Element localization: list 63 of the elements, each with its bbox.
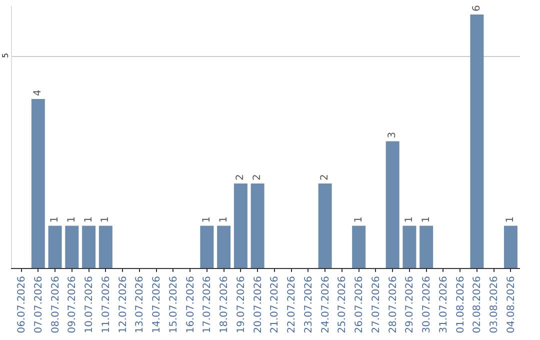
bar <box>217 226 231 268</box>
bar <box>470 14 484 268</box>
x-tick-label: 07.07.2026 <box>33 276 44 334</box>
x-tick-label: 17.07.2026 <box>202 276 214 334</box>
x-tick-label: 30.07.2026 <box>422 276 433 334</box>
x-tick-label: 31.07.2026 <box>438 276 450 334</box>
x-tick-label: 15.07.2026 <box>168 276 180 334</box>
x-tick-label: 11.07.2026 <box>100 276 112 334</box>
bar <box>234 183 248 268</box>
bar <box>82 226 96 268</box>
data-label: 6 <box>471 5 482 12</box>
x-tick-label: 01.08.2026 <box>455 276 466 334</box>
x-tick-label: 09.07.2026 <box>67 276 78 334</box>
data-label: 1 <box>100 216 112 223</box>
bar <box>48 226 62 268</box>
x-tick-label: 13.07.2026 <box>134 276 146 334</box>
data-label: 1 <box>353 216 364 223</box>
x-tick-label: 02.08.2026 <box>472 276 484 334</box>
x-tick-label: 10.07.2026 <box>84 276 96 334</box>
x-tick-label: 08.07.2026 <box>50 276 62 334</box>
x-tick-label: 14.07.2026 <box>152 276 163 334</box>
x-tick-label: 26.07.2026 <box>354 276 366 334</box>
data-label: 1 <box>404 216 415 223</box>
bar <box>65 226 79 268</box>
bar <box>98 226 112 268</box>
data-label: 1 <box>66 216 78 223</box>
x-tick-label: 23.07.2026 <box>303 276 314 334</box>
data-label: 2 <box>235 174 246 180</box>
data-label: 1 <box>505 216 516 223</box>
bar <box>31 98 45 268</box>
x-tick-label: 18.07.2026 <box>219 276 230 334</box>
bar <box>504 226 518 268</box>
x-tick-label: 20.07.2026 <box>252 276 264 334</box>
x-tick-label: 25.07.2026 <box>337 276 348 334</box>
x-tick-label: 04.08.2026 <box>506 276 517 334</box>
bar <box>318 183 332 268</box>
bar <box>420 226 434 268</box>
data-label: 2 <box>252 174 264 180</box>
x-tick-label: 24.07.2026 <box>320 276 332 334</box>
x-tick-label: 22.07.2026 <box>286 276 298 334</box>
data-label: 4 <box>32 90 44 96</box>
data-label: 1 <box>201 216 212 223</box>
data-label: 1 <box>83 216 94 223</box>
x-tick-label: 27.07.2026 <box>370 276 382 334</box>
x-tick-label: 06.07.2026 <box>16 276 28 334</box>
x-tick-label: 21.07.2026 <box>270 276 281 334</box>
x-tick-label: 29.07.2026 <box>404 276 416 334</box>
x-tick-label: 28.07.2026 <box>388 276 399 334</box>
data-label: 1 <box>420 216 432 223</box>
y-tick-label: 5 <box>0 52 10 58</box>
data-label: 3 <box>387 132 398 138</box>
x-tick-label: 03.08.2026 <box>489 276 500 334</box>
data-label: 2 <box>320 174 331 180</box>
x-tick-label: 16.07.2026 <box>185 276 196 334</box>
x-tick-label: 12.07.2026 <box>118 276 129 334</box>
bar <box>402 226 416 268</box>
x-tick-label: 19.07.2026 <box>236 276 247 334</box>
bar <box>250 183 264 268</box>
bar <box>200 226 214 268</box>
bar <box>386 141 400 268</box>
data-label: 1 <box>50 216 61 223</box>
data-label: 1 <box>218 216 230 223</box>
bar <box>352 226 366 268</box>
